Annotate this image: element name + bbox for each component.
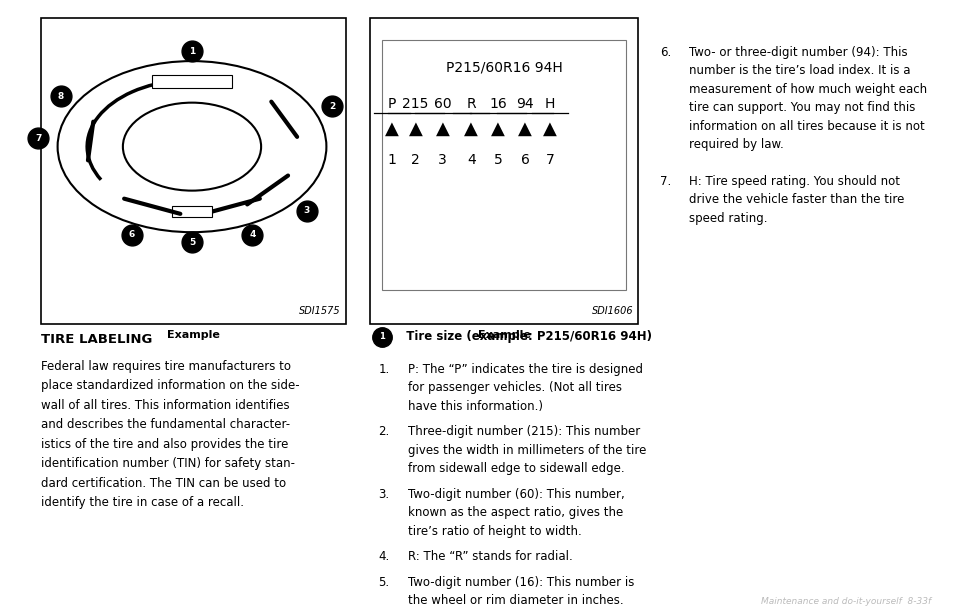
Text: 7: 7 xyxy=(35,134,41,143)
Text: number is the tire’s load index. It is a: number is the tire’s load index. It is a xyxy=(689,64,910,78)
Text: for passenger vehicles. (Not all tires: for passenger vehicles. (Not all tires xyxy=(408,381,621,395)
Text: gives the width in millimeters of the tire: gives the width in millimeters of the ti… xyxy=(408,444,646,457)
Text: 1: 1 xyxy=(378,332,385,342)
Bar xyxy=(41,18,346,324)
Text: and describes the fundamental character-: and describes the fundamental character- xyxy=(41,419,291,431)
Text: 6: 6 xyxy=(520,153,530,167)
Text: ▲: ▲ xyxy=(385,120,398,138)
Text: Federal law requires tire manufacturers to: Federal law requires tire manufacturers … xyxy=(41,360,291,373)
Text: 2: 2 xyxy=(329,102,335,111)
Text: identify the tire in case of a recall.: identify the tire in case of a recall. xyxy=(41,497,244,510)
Text: Maintenance and do-it-yourself  8-33f: Maintenance and do-it-yourself 8-33f xyxy=(761,597,931,606)
Text: P215/60R16 94H: P215/60R16 94H xyxy=(445,60,563,74)
Text: 2: 2 xyxy=(411,153,420,167)
Text: 215: 215 xyxy=(402,97,429,111)
Text: SDI1606: SDI1606 xyxy=(591,306,634,316)
Text: 4.: 4. xyxy=(378,551,390,563)
Text: 1: 1 xyxy=(387,153,396,167)
Text: P: P xyxy=(388,97,396,111)
Text: tire can support. You may not find this: tire can support. You may not find this xyxy=(689,101,915,114)
Text: the wheel or rim diameter in inches.: the wheel or rim diameter in inches. xyxy=(408,595,623,607)
Bar xyxy=(172,206,212,217)
Text: measurement of how much weight each: measurement of how much weight each xyxy=(689,83,927,96)
Text: tire’s ratio of height to width.: tire’s ratio of height to width. xyxy=(408,525,582,538)
Text: 6.: 6. xyxy=(660,46,671,59)
Text: ▲: ▲ xyxy=(409,120,422,138)
Text: information on all tires because it is not: information on all tires because it is n… xyxy=(689,120,924,133)
Text: ▲: ▲ xyxy=(465,120,478,138)
Text: place standardized information on the side-: place standardized information on the si… xyxy=(41,379,300,392)
Text: 4: 4 xyxy=(467,153,476,167)
Text: SDI1575: SDI1575 xyxy=(299,306,341,316)
Text: 4: 4 xyxy=(250,230,255,239)
Text: 7: 7 xyxy=(545,153,555,167)
Text: R: The “R” stands for radial.: R: The “R” stands for radial. xyxy=(408,551,572,563)
Text: R: R xyxy=(467,97,476,111)
Text: dard certification. The TIN can be used to: dard certification. The TIN can be used … xyxy=(41,477,286,490)
Text: 8: 8 xyxy=(58,92,64,101)
Text: known as the aspect ratio, gives the: known as the aspect ratio, gives the xyxy=(408,507,623,519)
Text: 3.: 3. xyxy=(378,488,390,501)
Text: 1.: 1. xyxy=(378,363,390,376)
Text: P: The “P” indicates the tire is designed: P: The “P” indicates the tire is designe… xyxy=(408,363,642,376)
Text: ▲: ▲ xyxy=(492,120,505,138)
Text: TIRE LABELING: TIRE LABELING xyxy=(41,333,153,346)
Text: 5: 5 xyxy=(493,153,503,167)
Text: speed rating.: speed rating. xyxy=(689,212,767,225)
Text: 94: 94 xyxy=(516,97,534,111)
Text: ▲: ▲ xyxy=(543,120,557,138)
Text: 3: 3 xyxy=(438,153,447,167)
Text: 6: 6 xyxy=(129,230,134,239)
Text: 60: 60 xyxy=(434,97,451,111)
Text: istics of the tire and also provides the tire: istics of the tire and also provides the… xyxy=(41,438,289,451)
Text: from sidewall edge to sidewall edge.: from sidewall edge to sidewall edge. xyxy=(408,463,624,475)
Text: drive the vehicle faster than the tire: drive the vehicle faster than the tire xyxy=(689,193,904,207)
Text: Two-digit number (60): This number,: Two-digit number (60): This number, xyxy=(408,488,624,501)
Text: Example: Example xyxy=(167,330,220,340)
Text: Two-digit number (16): This number is: Two-digit number (16): This number is xyxy=(408,576,634,589)
Text: 2.: 2. xyxy=(378,425,390,439)
Text: H: Tire speed rating. You should not: H: Tire speed rating. You should not xyxy=(689,175,900,188)
Text: 1: 1 xyxy=(189,46,195,56)
Text: wall of all tires. This information identifies: wall of all tires. This information iden… xyxy=(41,399,290,412)
Text: ▲: ▲ xyxy=(518,120,532,138)
Text: have this information.): have this information.) xyxy=(408,400,542,413)
Text: 16: 16 xyxy=(490,97,507,111)
Text: Example: Example xyxy=(477,330,531,340)
Bar xyxy=(152,75,232,89)
Text: required by law.: required by law. xyxy=(689,138,783,152)
Text: 5.: 5. xyxy=(378,576,390,589)
Text: Two- or three-digit number (94): This: Two- or three-digit number (94): This xyxy=(689,46,907,59)
Text: Tire size (example: P215/60R16 94H): Tire size (example: P215/60R16 94H) xyxy=(397,331,652,343)
Bar xyxy=(370,18,638,324)
Bar xyxy=(382,40,626,290)
Text: 3: 3 xyxy=(303,206,310,215)
Text: 7.: 7. xyxy=(660,175,671,188)
Text: ▲: ▲ xyxy=(436,120,449,138)
Text: 5: 5 xyxy=(189,238,195,247)
Text: Three-digit number (215): This number: Three-digit number (215): This number xyxy=(408,425,640,439)
Text: identification number (TIN) for safety stan-: identification number (TIN) for safety s… xyxy=(41,458,296,470)
Text: H: H xyxy=(545,97,555,111)
